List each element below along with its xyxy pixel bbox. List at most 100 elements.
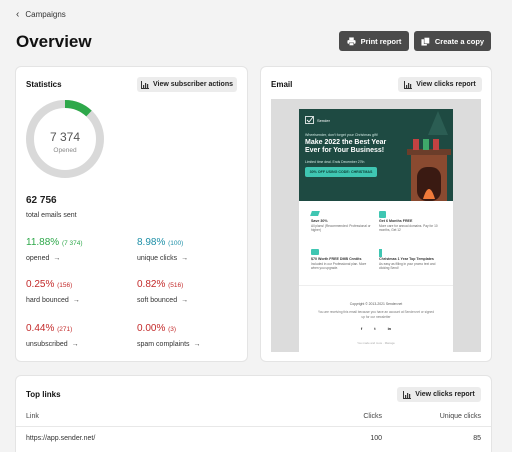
metric-count: (271) <box>57 326 73 333</box>
arrow-right-icon: → <box>71 341 79 348</box>
metric-percent-value: 0.44% <box>26 323 55 334</box>
opened-donut-chart: 7 374 Opened <box>26 100 104 178</box>
arrow-right-icon: → <box>53 255 61 262</box>
print-report-label: Print report <box>360 36 402 46</box>
email-social-links: f t in <box>299 326 453 331</box>
metric-count: (156) <box>57 282 73 289</box>
linkedin-icon[interactable]: in <box>387 326 392 331</box>
email-feature-text: Included in our Professional plan. More … <box>311 262 367 270</box>
printer-icon <box>347 36 356 46</box>
email-features: Save 30% All plans! (Recommended: Profes… <box>299 201 453 286</box>
metric-link[interactable]: spam complaints → <box>137 341 201 348</box>
email-footer-text: You are receiving this email because you… <box>318 310 434 319</box>
top-links-card: Top links View clicks report Link Clicks… <box>16 376 491 452</box>
arrow-right-icon: → <box>72 297 80 304</box>
email-pre-header: Wheelsender, don't forget your Christmas… <box>305 133 378 137</box>
facebook-icon[interactable]: f <box>360 326 363 331</box>
email-card: Email View clicks report Sender Wheelsen… <box>261 67 491 361</box>
christmas-tree-icon <box>428 111 448 135</box>
metric-percent-value: 0.82% <box>137 279 166 290</box>
top-links-view-clicks-report-button[interactable]: View clicks report <box>397 387 481 402</box>
email-feature: Christmas 1 Year Top Templates As easy a… <box>379 249 441 270</box>
metric-count: (516) <box>168 282 184 289</box>
metric-link[interactable]: unsubscribed → <box>26 341 79 348</box>
page-title: Overview <box>16 32 92 51</box>
metric-label: unique clicks <box>137 255 178 262</box>
sender-logo-icon <box>305 116 314 124</box>
email-feature: Save 30% All plans! (Recommended: Profes… <box>310 211 373 232</box>
coins-icon <box>311 249 319 255</box>
copy-icon <box>421 36 430 46</box>
breadcrumb[interactable]: ‹ Campaigns <box>16 9 66 19</box>
create-copy-button[interactable]: Create a copy <box>414 31 491 51</box>
metric-label: unsubscribed <box>26 341 68 348</box>
links-table: Link Clicks Unique clicks https://app.se… <box>16 406 491 449</box>
email-title: Email <box>271 80 293 89</box>
metric-spam-complaints: 0.00% (3) spam complaints → <box>137 323 201 348</box>
email-preview[interactable]: Sender Wheelsender, don't forget your Ch… <box>271 99 481 352</box>
statistics-card: Statistics View subscriber actions 7 374… <box>16 67 247 361</box>
row-link[interactable]: https://app.sender.net/ <box>26 435 96 442</box>
twitter-icon[interactable]: t <box>374 326 376 331</box>
print-report-button[interactable]: Print report <box>339 31 409 51</box>
metric-unique-clicks: 8.98% (100) unique clicks → <box>137 237 188 262</box>
view-subscriber-actions-button[interactable]: View subscriber actions <box>137 77 237 92</box>
metric-label: spam complaints <box>137 341 190 348</box>
email-deal-note: Limited time deal. Ends December 27th <box>305 160 365 164</box>
metric-soft-bounced: 0.82% (516) soft bounced → <box>137 279 188 304</box>
donut-opened-segment <box>26 100 104 178</box>
create-copy-label: Create a copy <box>434 36 485 46</box>
top-links-title: Top links <box>26 390 61 399</box>
email-logo-text: Sender <box>317 117 330 123</box>
breadcrumb-campaigns[interactable]: Campaigns <box>25 10 66 19</box>
email-feature-title: Save 30% <box>311 219 328 223</box>
metric-unsubscribed: 0.44% (271) unsubscribed → <box>26 323 79 348</box>
row-unique-clicks: 85 <box>473 435 481 442</box>
metric-link[interactable]: unique clicks → <box>137 255 188 262</box>
column-link: Link <box>26 413 39 420</box>
metric-link[interactable]: hard bounced → <box>26 297 80 304</box>
top-links-view-clicks-label: View clicks report <box>415 391 475 398</box>
email-cta-button[interactable]: 30% OFF USING CODE: CHRISTMAS <box>305 167 377 177</box>
metric-percent-value: 0.00% <box>137 323 166 334</box>
email-logo: Sender <box>305 116 330 124</box>
email-copyright: Copyright © 2013-2021 Sender.net <box>349 302 403 306</box>
metric-percent-value: 8.98% <box>137 237 166 248</box>
arrow-right-icon: → <box>181 255 189 262</box>
bar-chart-icon <box>403 390 412 399</box>
arrow-right-icon: → <box>193 341 201 348</box>
table-row[interactable]: https://app.sender.net/ 100 85 <box>16 427 491 449</box>
metric-link[interactable]: opened → <box>26 255 83 262</box>
exclamation-icon <box>379 249 382 257</box>
metric-percent: 0.82% (516) <box>137 279 188 290</box>
email-bottom-links[interactable]: You made and more · Manage <box>357 341 395 345</box>
metric-percent: 0.00% (3) <box>137 323 201 334</box>
email-view-clicks-label: View clicks report <box>416 81 476 88</box>
email-feature: $70 Worth FREE DMB Credits Included in o… <box>311 249 373 270</box>
fireplace-illustration <box>407 139 451 201</box>
row-clicks: 100 <box>370 435 382 442</box>
metric-count: (3) <box>168 326 177 333</box>
metric-opened: 11.88% (7 374) opened → <box>26 237 83 262</box>
view-subscriber-actions-label: View subscriber actions <box>152 81 233 88</box>
bar-chart-icon <box>404 80 413 89</box>
links-table-header: Link Clicks Unique clicks <box>16 406 491 427</box>
email-feature-text: As easy as filling in your promo text an… <box>379 262 436 270</box>
metric-percent: 8.98% (100) <box>137 237 188 248</box>
statistics-title: Statistics <box>26 80 62 89</box>
gift-icon <box>379 211 386 218</box>
metric-percent: 0.25% (156) <box>26 279 80 290</box>
bar-chart-icon <box>140 80 149 89</box>
email-feature-title: $70 Worth FREE DMB Credits <box>311 257 362 261</box>
arrow-right-icon: → <box>181 297 189 304</box>
metric-link[interactable]: soft bounced → <box>137 297 188 304</box>
email-feature: Get 6 Months FREE More care for annual d… <box>379 211 441 232</box>
metric-count: (7 374) <box>61 240 83 247</box>
email-footer: Copyright © 2013-2021 Sender.net You are… <box>299 286 453 352</box>
metric-count: (100) <box>168 240 184 247</box>
email-view-clicks-report-button[interactable]: View clicks report <box>398 77 482 92</box>
email-body: Sender Wheelsender, don't forget your Ch… <box>299 109 453 352</box>
metric-label: soft bounced <box>137 297 178 304</box>
email-headline: Make 2022 the Best Year Ever for Your Bu… <box>305 139 387 154</box>
total-sent-label: total emails sent <box>26 212 77 219</box>
